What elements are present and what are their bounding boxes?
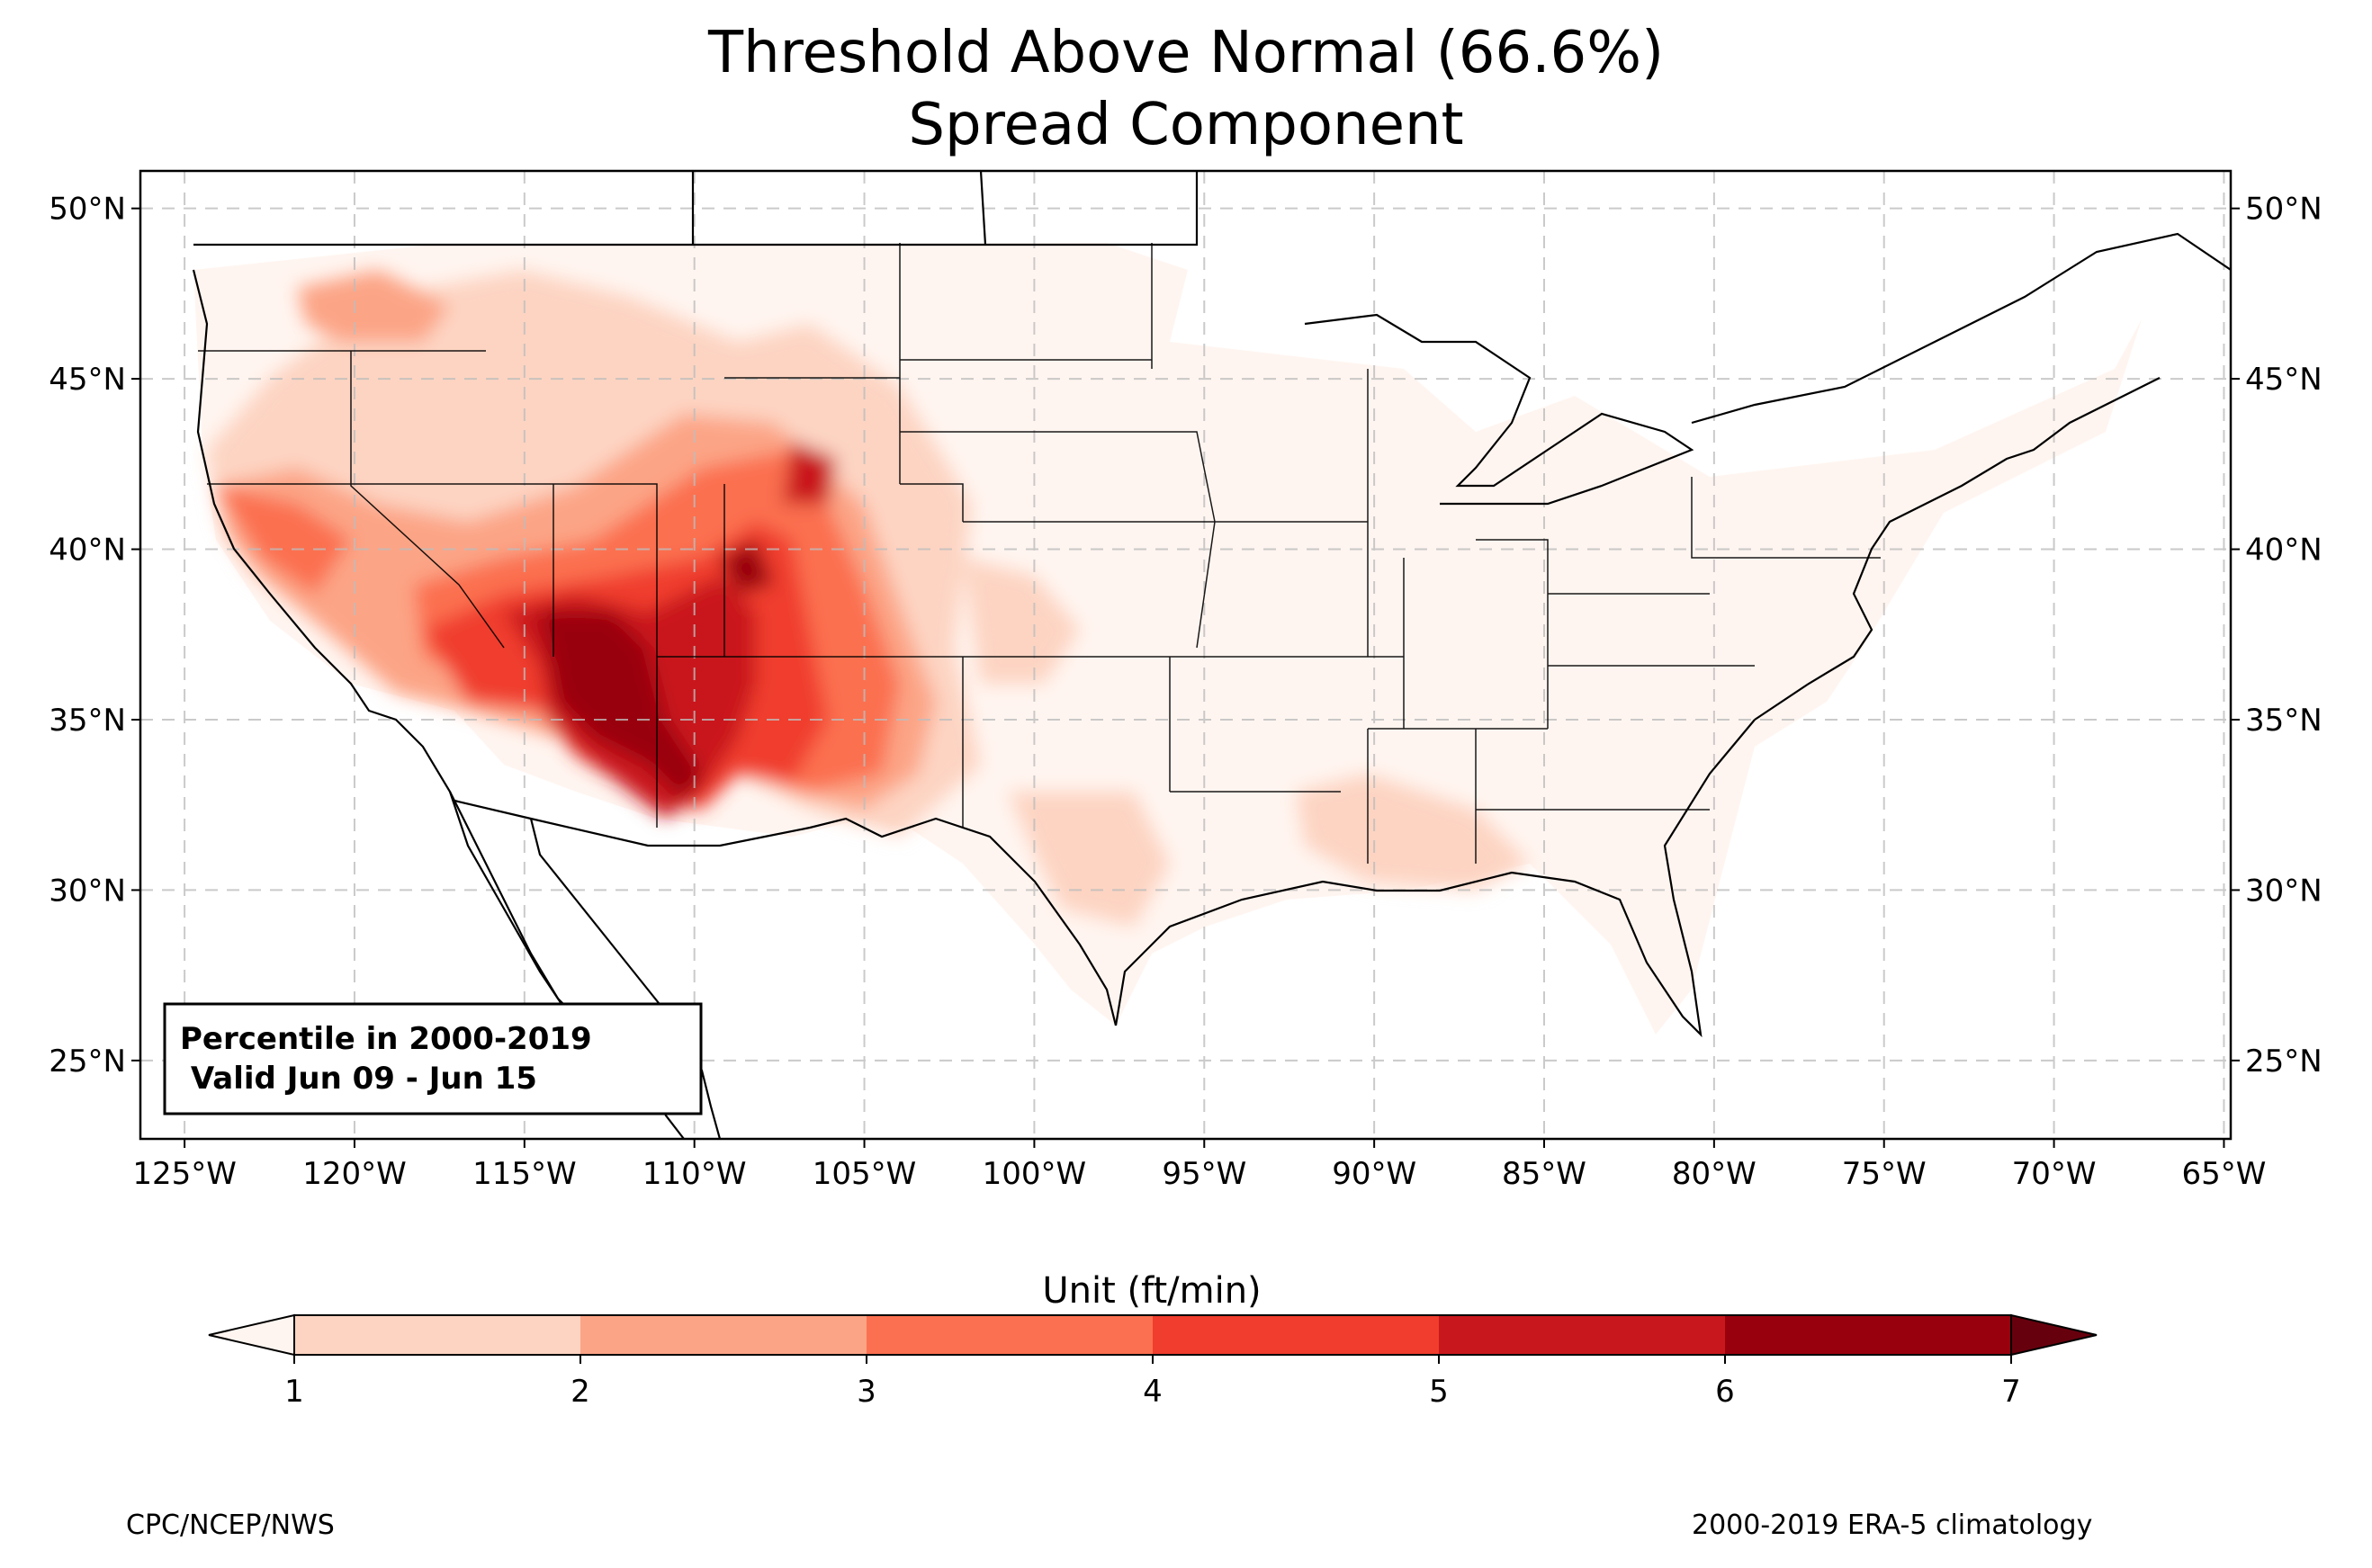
shaded-field: [193, 243, 2142, 1035]
colorbar-tick-label: 6: [1715, 1374, 1735, 1410]
us-mexico-border: [454, 799, 1118, 1026]
lon-tick-label: 110°W: [642, 1156, 747, 1192]
latitude-axis: 25°N 25°N 30°N 30°N 35°N 35°N 40°N 40°N 45°N 45°N…: [49, 192, 2322, 1080]
lat-tick-label-left: 25°N: [49, 1044, 126, 1080]
lat-tick-label-right: 30°N: [2245, 873, 2323, 909]
lon-tick-label: 120°W: [302, 1156, 407, 1192]
colorbar-tick-label: 4: [1143, 1374, 1163, 1410]
colorbar-segment: [1439, 1315, 1725, 1355]
chart-title: Threshold Above Normal (66.6%): [707, 20, 1665, 86]
canada-east: [1691, 232, 2231, 425]
colorbar-extend-min: [208, 1313, 295, 1357]
lat-tick-label-right: 50°N: [2245, 192, 2323, 228]
colorbar-title: Unit (ft/min): [1042, 1270, 1261, 1312]
colorbar-segments: [208, 1313, 2098, 1357]
lat-tick-label-right: 25°N: [2245, 1044, 2323, 1080]
state-line: [198, 243, 1881, 864]
colorbar-extend-max: [2010, 1313, 2098, 1357]
lon-tick-label: 100°W: [983, 1156, 1087, 1192]
colorbar-segment: [580, 1315, 867, 1355]
state-borders: [198, 243, 1881, 864]
lon-tick-label: 85°W: [1502, 1156, 1586, 1192]
lon-tick-label: 75°W: [1842, 1156, 1927, 1192]
canada-line: [691, 171, 987, 246]
colorbar-tick-label: 3: [857, 1374, 876, 1410]
lon-tick-label: 105°W: [813, 1156, 917, 1192]
field-l2-plains: [963, 558, 1080, 684]
east-coast: [1754, 377, 2161, 721]
lat-tick-label-left: 40°N: [49, 533, 126, 569]
lon-tick-label: 65°W: [2182, 1156, 2267, 1192]
colorbar-segment: [867, 1315, 1153, 1355]
field-l3-north: [297, 270, 450, 342]
map-frame: [139, 169, 2233, 1141]
lon-tick-label: 80°W: [1672, 1156, 1757, 1192]
colorbar-segment: [294, 1315, 580, 1355]
colorbar-ticks: 1 2 3 4 5 6 7: [284, 1355, 2021, 1410]
lat-tick-label-left: 45°N: [49, 362, 126, 398]
field-l4: [216, 486, 351, 594]
colorbar: Unit (ft/min) 1 2 3 4 5 6 7: [208, 1270, 2098, 1410]
field-l7: [540, 612, 702, 801]
longitude-axis: 125°W 120°W 115°W 110°W 105°W 100°W 95°W 90°W 85…: [132, 1139, 2266, 1192]
footer-source: CPC/NCEP/NWS: [126, 1510, 335, 1541]
colorbar-tick-label: 2: [571, 1374, 590, 1410]
field-l5-ne: [783, 441, 837, 504]
lat-tick-label-left: 50°N: [49, 192, 126, 228]
lon-tick-label: 115°W: [472, 1156, 577, 1192]
field-l2-tx: [1008, 792, 1170, 927]
lat-tick-label-right: 45°N: [2245, 362, 2323, 398]
us-canada-border: [193, 171, 1199, 246]
colorbar-tick-label: 5: [1429, 1374, 1449, 1410]
info-box-line2: Valid Jun 09 - Jun 15: [180, 1061, 537, 1097]
baja-gulf: [529, 818, 722, 1139]
lat-tick-label-left: 30°N: [49, 873, 126, 909]
colorbar-segment: [1725, 1315, 2011, 1355]
lat-tick-label-left: 35°N: [49, 703, 126, 739]
colorbar-tick-label: 7: [2001, 1374, 2021, 1410]
lat-tick-label-right: 40°N: [2245, 533, 2323, 569]
map-area: [140, 171, 2231, 1139]
field-l7-b: [720, 540, 774, 594]
info-box: Percentile in 2000-2019 Valid Jun 09 - J…: [163, 1002, 703, 1116]
lon-tick-label: 125°W: [132, 1156, 237, 1192]
info-box-line1: Percentile in 2000-2019: [180, 1021, 592, 1057]
great-lakes: [1304, 313, 1694, 506]
gulf-coast: [1114, 719, 1756, 1038]
lat-tick-label-right: 35°N: [2245, 703, 2323, 739]
colorbar-segment: [1153, 1315, 1439, 1355]
footer-climatology: 2000-2019 ERA-5 climatology: [1692, 1510, 2093, 1541]
chart-subtitle: Spread Component: [908, 92, 1464, 158]
colorbar-tick-label: 1: [284, 1374, 304, 1410]
lon-tick-label: 95°W: [1162, 1156, 1246, 1192]
gridlines: [140, 171, 2231, 1139]
lon-tick-label: 70°W: [2012, 1156, 2097, 1192]
lon-tick-label: 90°W: [1332, 1156, 1416, 1192]
field-l2-south: [1296, 774, 1530, 891]
